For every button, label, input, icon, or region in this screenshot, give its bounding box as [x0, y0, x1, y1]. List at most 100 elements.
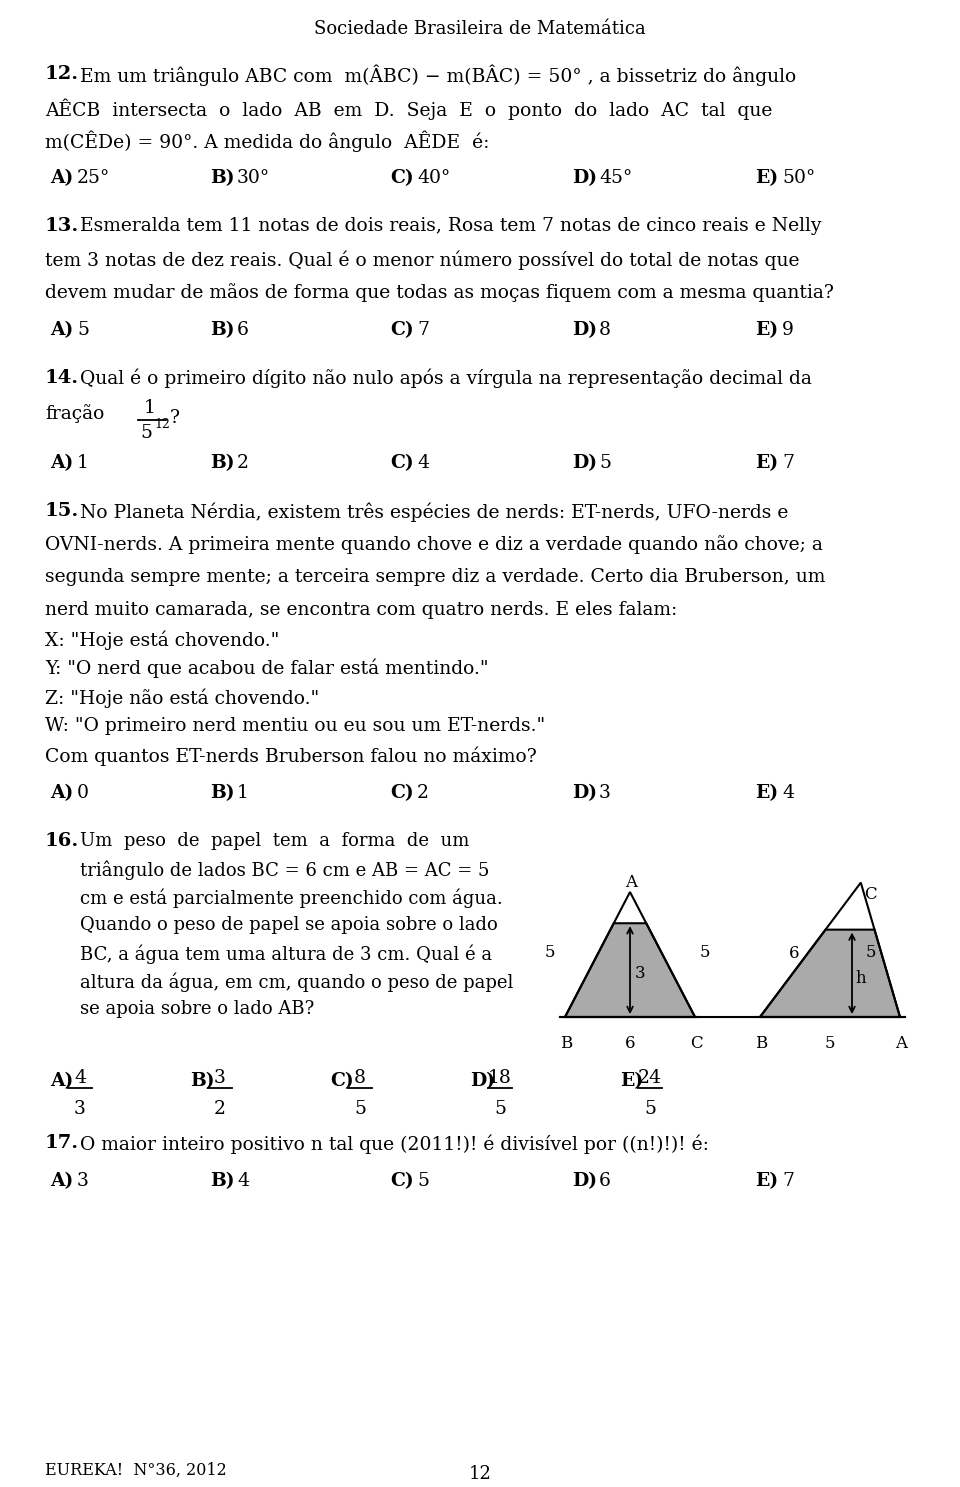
Text: 12: 12 [154, 418, 170, 431]
Text: ?: ? [170, 409, 180, 427]
Text: 4: 4 [237, 1172, 249, 1190]
Text: C): C) [390, 170, 414, 187]
Text: C: C [864, 886, 876, 903]
Text: 3: 3 [214, 1069, 226, 1087]
Text: B): B) [210, 784, 234, 801]
Text: 7: 7 [782, 1172, 794, 1190]
Text: devem mudar de mãos de forma que todas as moças fiquem com a mesma quantia?: devem mudar de mãos de forma que todas a… [45, 283, 834, 302]
Polygon shape [565, 923, 695, 1017]
Text: B): B) [210, 454, 234, 471]
Text: 1: 1 [144, 399, 156, 416]
Text: AÊCB  intersecta  o  lado  AB  em  D.  Seja  E  o  ponto  do  lado  AC  tal  que: AÊCB intersecta o lado AB em D. Seja E o… [45, 98, 773, 119]
Text: 1: 1 [77, 454, 89, 471]
Text: 0: 0 [77, 784, 89, 801]
Text: 3: 3 [599, 784, 611, 801]
Text: 15.: 15. [45, 503, 80, 520]
Text: D): D) [572, 784, 597, 801]
Text: D): D) [572, 321, 597, 339]
Text: 5: 5 [494, 1100, 506, 1118]
Text: Y: "O nerd que acabou de falar está mentindo.": Y: "O nerd que acabou de falar está ment… [45, 659, 489, 678]
Text: 18: 18 [488, 1069, 512, 1087]
Text: 12: 12 [468, 1465, 492, 1483]
Text: tem 3 notas de dez reais. Qual é o menor número possível do total de notas que: tem 3 notas de dez reais. Qual é o menor… [45, 250, 800, 269]
Text: 45°: 45° [599, 170, 633, 187]
Text: triângulo de lados BC = 6 cm e AB = AC = 5: triângulo de lados BC = 6 cm e AB = AC =… [80, 859, 490, 879]
Text: C): C) [390, 454, 414, 471]
Text: 5: 5 [825, 1035, 835, 1051]
Text: Um  peso  de  papel  tem  a  forma  de  um: Um peso de papel tem a forma de um [80, 833, 469, 851]
Text: Com quantos ET-nerds Bruberson falou no máximo?: Com quantos ET-nerds Bruberson falou no … [45, 746, 537, 766]
Text: No Planeta Nérdia, existem três espécies de nerds: ET-nerds, UFO-nerds e: No Planeta Nérdia, existem três espécies… [80, 503, 788, 522]
Text: cm e está parcialmente preenchido com água.: cm e está parcialmente preenchido com ág… [80, 888, 503, 907]
Text: C): C) [390, 1172, 414, 1190]
Text: 7: 7 [417, 321, 429, 339]
Text: 4: 4 [74, 1069, 86, 1087]
Text: E): E) [755, 170, 779, 187]
Text: 6: 6 [237, 321, 249, 339]
Text: 6: 6 [625, 1035, 636, 1051]
Polygon shape [760, 929, 900, 1017]
Text: nerd muito camarada, se encontra com quatro nerds. E eles falam:: nerd muito camarada, se encontra com qua… [45, 601, 677, 619]
Text: 12.: 12. [45, 65, 79, 83]
Text: Quando o peso de papel se apoia sobre o lado: Quando o peso de papel se apoia sobre o … [80, 916, 497, 934]
Text: A): A) [50, 1172, 73, 1190]
Text: A): A) [50, 454, 73, 471]
Text: D): D) [470, 1072, 495, 1090]
Text: 5: 5 [140, 424, 152, 442]
Text: B: B [755, 1035, 767, 1051]
Text: 5: 5 [354, 1100, 366, 1118]
Text: A: A [895, 1035, 907, 1051]
Text: A: A [625, 874, 637, 891]
Text: B): B) [210, 1172, 234, 1190]
Text: 1: 1 [237, 784, 249, 801]
Text: Esmeralda tem 11 notas de dois reais, Rosa tem 7 notas de cinco reais e Nelly: Esmeralda tem 11 notas de dois reais, Ro… [80, 217, 822, 235]
Text: B: B [560, 1035, 572, 1051]
Text: altura da água, em cm, quando o peso de papel: altura da água, em cm, quando o peso de … [80, 972, 514, 992]
Text: E): E) [755, 784, 779, 801]
Text: m(CÊDe) = 90°. A medida do ângulo  AÊDE  é:: m(CÊDe) = 90°. A medida do ângulo AÊDE é… [45, 131, 490, 153]
Text: 2: 2 [237, 454, 249, 471]
Text: D): D) [572, 1172, 597, 1190]
Text: E): E) [755, 454, 779, 471]
Text: 25°: 25° [77, 170, 110, 187]
Text: 5: 5 [644, 1100, 656, 1118]
Text: EUREKA!  N°36, 2012: EUREKA! N°36, 2012 [45, 1462, 227, 1480]
Text: A): A) [50, 784, 73, 801]
Text: 3: 3 [74, 1100, 86, 1118]
Text: B): B) [210, 321, 234, 339]
Text: C: C [690, 1035, 703, 1051]
Text: 50°: 50° [782, 170, 815, 187]
Text: 24: 24 [638, 1069, 662, 1087]
Text: C): C) [390, 784, 414, 801]
Text: B): B) [210, 170, 234, 187]
Text: 13.: 13. [45, 217, 80, 235]
Text: 5: 5 [599, 454, 611, 471]
Text: 5: 5 [866, 944, 876, 961]
Text: 5: 5 [545, 944, 556, 961]
Text: Em um triângulo ABC com  m(ÂBC) − m(BÂC) = 50° , a bissetriz do ângulo: Em um triângulo ABC com m(ÂBC) − m(BÂC) … [80, 65, 796, 86]
Text: 3: 3 [77, 1172, 89, 1190]
Text: 14.: 14. [45, 369, 79, 387]
Text: h: h [855, 970, 866, 987]
Text: OVNI-nerds. A primeira mente quando chove e diz a verdade quando não chove; a: OVNI-nerds. A primeira mente quando chov… [45, 535, 823, 555]
Text: 9: 9 [782, 321, 794, 339]
Text: B): B) [190, 1072, 214, 1090]
Text: 40°: 40° [417, 170, 450, 187]
Text: 5: 5 [700, 944, 710, 961]
Text: 30°: 30° [237, 170, 270, 187]
Text: se apoia sobre o lado AB?: se apoia sobre o lado AB? [80, 999, 314, 1019]
Text: E): E) [620, 1072, 643, 1090]
Text: Qual é o primeiro dígito não nulo após a vírgula na representação decimal da: Qual é o primeiro dígito não nulo após a… [80, 369, 812, 388]
Text: 17.: 17. [45, 1135, 79, 1152]
Text: 2: 2 [214, 1100, 226, 1118]
Text: 2: 2 [417, 784, 429, 801]
Text: 4: 4 [417, 454, 429, 471]
Text: A): A) [50, 1072, 73, 1090]
Text: C): C) [330, 1072, 353, 1090]
Text: segunda sempre mente; a terceira sempre diz a verdade. Certo dia Bruberson, um: segunda sempre mente; a terceira sempre … [45, 568, 826, 586]
Text: E): E) [755, 321, 779, 339]
Text: X: "Hoje está chovendo.": X: "Hoje está chovendo." [45, 630, 279, 650]
Text: 5: 5 [77, 321, 89, 339]
Text: 6: 6 [599, 1172, 611, 1190]
Text: W: "O primeiro nerd mentiu ou eu sou um ET-nerds.": W: "O primeiro nerd mentiu ou eu sou um … [45, 717, 545, 735]
